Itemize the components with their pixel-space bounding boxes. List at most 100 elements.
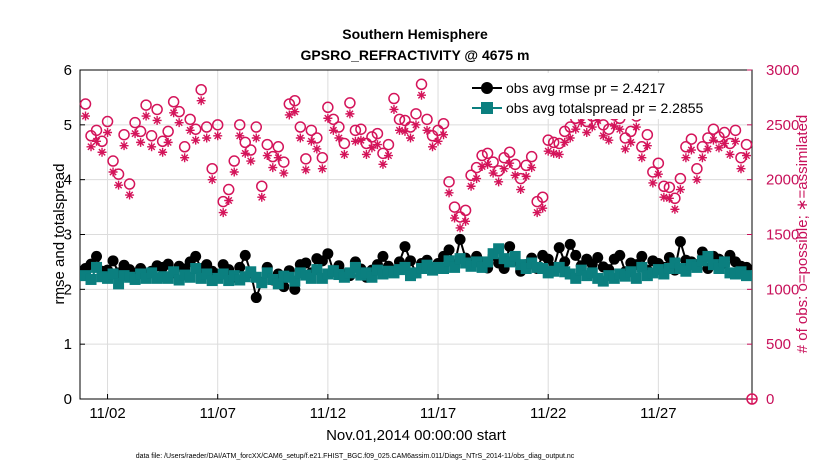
possible-count-marker [746,393,758,405]
spread-point [454,253,466,265]
spread-point [360,267,372,279]
assimilated-count-marker [240,148,250,158]
spread-point [113,278,125,290]
possible-count-marker [316,151,329,164]
spread-point [443,255,455,267]
possible-count-marker [652,157,665,169]
rmse-point [322,248,334,260]
rmse-point [553,242,565,254]
possible-count-marker [184,113,196,126]
rmse-point [636,250,648,262]
spread-point [322,268,334,280]
y-left-tick-label: 5 [64,117,72,134]
legend: obs avg rmse pr = 2.4217 obs avg totalsp… [470,73,748,119]
spread-point [449,261,461,273]
spread-point [135,268,147,280]
assimilated-count-marker [114,180,124,190]
assimilated-count-marker [697,153,707,163]
assimilated-count-marker [180,153,190,163]
data-file-footnote: data file: /Users/raeder/DAI/ATM_forcXX/… [136,453,575,460]
rmse-point [674,236,686,248]
spread-point [559,266,571,278]
assimilated-count-marker [615,124,625,134]
possible-count-marker [685,133,698,145]
possible-count-marker [740,138,753,151]
assimilated-count-marker [444,188,454,198]
assimilated-count-marker [229,167,239,177]
assimilated-count-marker [119,141,129,151]
possible-count-marker [503,146,516,158]
y-left-tick-label: 1 [64,336,72,353]
assimilated-count-marker [152,115,162,125]
spread-point [520,262,532,274]
assimilated-count-marker [81,111,91,121]
possible-count-marker [145,130,158,142]
assimilated-count-marker [169,108,179,118]
spread-point [355,269,367,281]
possible-count-marker [289,94,301,107]
spread-point [278,270,290,282]
assimilated-count-marker [560,137,570,147]
spread-point [256,277,268,289]
spread-point [680,265,692,277]
assimilated-count-marker [334,133,344,143]
possible-count-marker [641,128,654,141]
assimilated-count-marker [571,124,581,134]
assimilated-count-marker [323,113,333,123]
rmse-point [250,292,262,304]
possible-count-marker [107,155,119,167]
spread-point [371,264,383,276]
spread-point [300,269,312,281]
spread-point [416,262,428,274]
assimilated-count-marker [191,135,201,145]
possible-count-marker [674,172,687,185]
spread-point [404,270,416,282]
spread-point [515,259,527,271]
y-right-tick-label: 0 [766,391,774,408]
assimilated-count-marker [213,131,223,141]
spread-point [432,261,444,273]
rmse-point [239,249,251,261]
spread-point [267,273,279,285]
spread-point [195,272,207,284]
rmse-point [592,252,604,264]
spread-point [691,261,703,273]
spread-point [366,271,378,283]
possible-count-marker [691,162,703,175]
y-left-tick-label: 6 [64,62,72,79]
possible-count-marker [200,121,213,133]
y-right-tick-label: 1500 [766,227,799,244]
assimilated-count-marker [411,120,421,130]
assimilated-count-marker [620,144,630,154]
assimilated-count-marker [593,115,603,125]
assimilated-count-marker [417,90,427,100]
spread-point [564,268,576,280]
spread-point [162,272,174,284]
x-tick-label: 11/17 [420,405,456,422]
assimilated-count-marker [538,203,548,213]
rmse-point [300,257,312,269]
spread-point [388,267,400,279]
assimilated-count-marker [350,136,360,146]
possible-count-marker [410,108,422,120]
assimilated-count-marker [97,147,107,157]
rmse-point [377,250,389,262]
possible-count-marker [371,127,384,140]
assimilated-count-marker [125,190,135,200]
possible-count-marker [256,180,268,192]
possible-count-marker [349,124,362,137]
possible-count-marker [123,178,136,190]
possible-count-marker [382,138,395,151]
rmse-point [91,250,103,262]
assimilated-count-marker [235,131,245,141]
assimilated-count-marker [251,133,261,143]
possible-count-marker [305,124,318,137]
assimilated-count-marker [450,213,460,223]
spread-point [592,272,604,284]
legend-spread-marker [481,102,493,114]
assimilated-count-marker [494,177,504,187]
spread-point [393,264,405,276]
possible-count-marker [167,96,180,108]
spread-point [553,261,565,273]
spread-point [707,259,719,271]
